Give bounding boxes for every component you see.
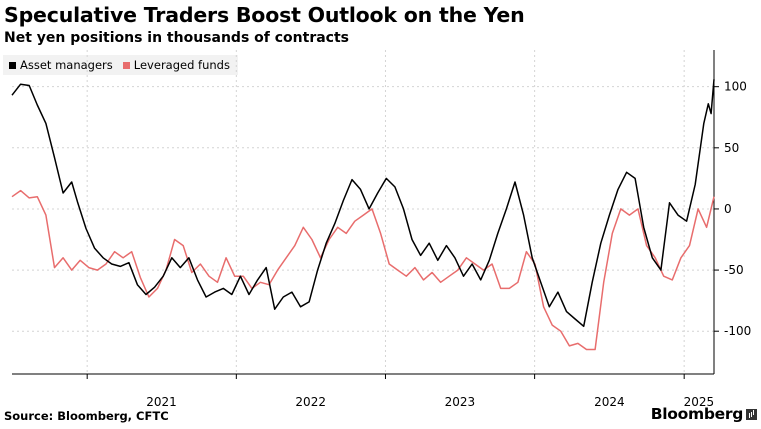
y-tick-label: 50: [724, 141, 739, 155]
chart-subtitle: Net yen positions in thousands of contra…: [4, 30, 349, 46]
bloomberg-chart-icon: [746, 408, 757, 420]
legend-item-asset-managers: Asset managers: [9, 58, 113, 72]
bloomberg-logo: Bloomberg: [651, 405, 757, 423]
y-tick-label: 100: [724, 80, 747, 94]
x-tick-label: 2022: [295, 395, 326, 409]
x-tick-label: 2025: [684, 395, 715, 409]
logo-text: Bloomberg: [650, 405, 744, 423]
legend-swatch-asset-managers: [9, 61, 16, 69]
x-tick-label: 2023: [445, 395, 476, 409]
series-line-leveraged-funds: [11, 189, 715, 351]
legend-item-leveraged-funds: Leveraged funds: [122, 58, 230, 72]
legend-label-asset-managers: Asset managers: [20, 58, 113, 72]
series-line-asset-managers: [11, 79, 715, 328]
y-tick-label: -50: [724, 263, 744, 277]
legend-swatch-leveraged-funds: [122, 61, 130, 69]
chart-title: Speculative Traders Boost Outlook on the…: [4, 3, 525, 27]
source-note: Source: Bloomberg, CFTC: [4, 409, 169, 423]
x-tick-label: 2021: [146, 395, 177, 409]
y-tick-label: -100: [724, 324, 751, 338]
x-tick-label: 2024: [594, 395, 625, 409]
y-tick-label: 0: [724, 202, 732, 216]
legend-label-leveraged-funds: Leveraged funds: [133, 58, 230, 72]
legend: Asset managers Leveraged funds: [3, 55, 238, 75]
